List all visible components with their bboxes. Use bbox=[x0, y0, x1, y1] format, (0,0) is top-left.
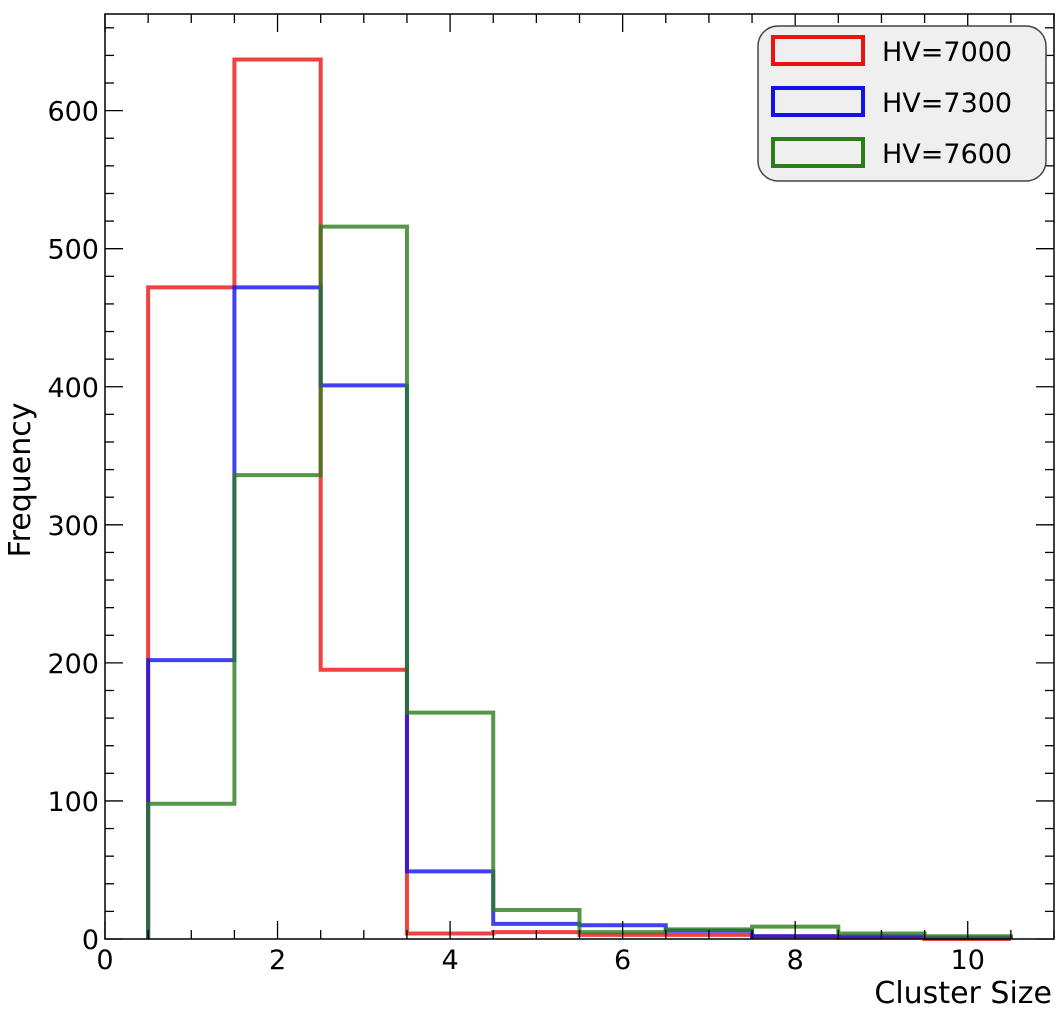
x-tick-labels: 0 2 4 6 8 10 bbox=[96, 945, 985, 976]
legend-swatch bbox=[771, 86, 865, 117]
x-tick-label: 10 bbox=[951, 945, 985, 976]
y-tick-label: 500 bbox=[47, 235, 99, 266]
legend-label: HV=7000 bbox=[882, 37, 1012, 68]
legend-swatch bbox=[771, 35, 865, 66]
y-tick-label: 0 bbox=[82, 925, 99, 956]
y-tick-labels: 0 100 200 300 400 500 600 bbox=[47, 97, 99, 956]
tick-layer bbox=[104, 14, 1055, 940]
x-tick-label: 2 bbox=[269, 945, 286, 976]
y-tick-label: 300 bbox=[47, 511, 99, 542]
legend-label: HV=7300 bbox=[882, 88, 1012, 119]
x-axis-label: Cluster Size bbox=[874, 976, 1052, 1010]
y-tick-label: 600 bbox=[47, 97, 99, 128]
x-tick-label: 0 bbox=[96, 945, 113, 976]
x-tick-label: 6 bbox=[614, 945, 631, 976]
legend: HV=7000 HV=7300 HV=7600 bbox=[757, 25, 1047, 182]
y-tick-label: 400 bbox=[47, 373, 99, 404]
legend-label: HV=7600 bbox=[882, 139, 1012, 170]
plot-frame bbox=[104, 13, 1055, 940]
y-tick-label: 200 bbox=[47, 649, 99, 680]
x-tick-label: 4 bbox=[441, 945, 458, 976]
y-tick-label: 100 bbox=[47, 787, 99, 818]
y-axis-label: Frequency bbox=[3, 403, 38, 558]
x-tick-label: 8 bbox=[787, 945, 804, 976]
legend-swatch bbox=[771, 137, 865, 168]
